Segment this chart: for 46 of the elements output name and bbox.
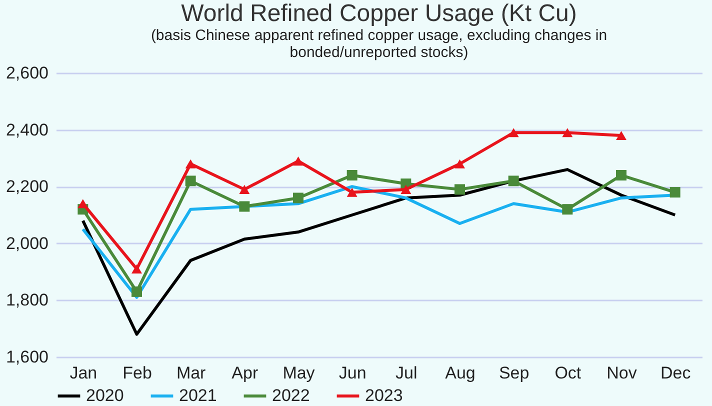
legend-label: 2021 bbox=[179, 386, 217, 405]
point bbox=[670, 187, 680, 198]
point bbox=[346, 170, 358, 180]
line-series bbox=[81, 168, 677, 336]
x-tick-label: Nov bbox=[606, 364, 638, 382]
point bbox=[185, 176, 196, 186]
point bbox=[346, 188, 358, 197]
point bbox=[508, 176, 519, 186]
point bbox=[508, 128, 519, 138]
x-tick-label: May bbox=[282, 364, 316, 382]
x-tick-label: Sep bbox=[498, 364, 530, 382]
point bbox=[239, 184, 250, 194]
x-tick-label: Jul bbox=[396, 364, 418, 382]
y-tick-label: 1,800 bbox=[6, 290, 48, 310]
point bbox=[454, 184, 465, 195]
point bbox=[293, 156, 304, 166]
x-tick-label: Aug bbox=[445, 364, 476, 382]
point bbox=[400, 184, 412, 194]
legend-label: 2022 bbox=[272, 386, 310, 405]
y-tick-label: 2,400 bbox=[6, 120, 48, 140]
point bbox=[78, 199, 88, 208]
x-tick-label: Mar bbox=[176, 364, 206, 382]
point bbox=[562, 204, 573, 215]
point bbox=[293, 192, 304, 204]
point bbox=[239, 201, 250, 212]
x-tick-label: Jan bbox=[70, 364, 98, 382]
point bbox=[132, 286, 142, 297]
x-tick-label: Oct bbox=[554, 364, 582, 382]
y-tick-label: 2,000 bbox=[6, 234, 48, 253]
y-tick-label: 2,200 bbox=[6, 177, 48, 196]
y-tick-label: 1,600 bbox=[6, 348, 48, 366]
point bbox=[132, 264, 142, 274]
point bbox=[562, 128, 573, 138]
point bbox=[616, 130, 626, 140]
point bbox=[454, 159, 465, 168]
y-tick-label: 2,600 bbox=[6, 64, 48, 82]
chart-title: World Refined Copper Usage (Kt Cu) bbox=[181, 0, 577, 27]
legend-label: 2023 bbox=[365, 386, 403, 405]
legend-label: 2020 bbox=[86, 386, 124, 405]
x-tick-label: Feb bbox=[122, 364, 152, 382]
x-tick-label: Dec bbox=[660, 364, 692, 382]
chart-subtitle: (basis Chinese apparent refined copper usage, excluding changes in bonded/unreported stocks) bbox=[150, 27, 608, 61]
point bbox=[185, 159, 196, 168]
x-tick-label: Jun bbox=[338, 364, 366, 382]
x-tick-label: Apr bbox=[232, 364, 258, 382]
point bbox=[616, 170, 626, 180]
